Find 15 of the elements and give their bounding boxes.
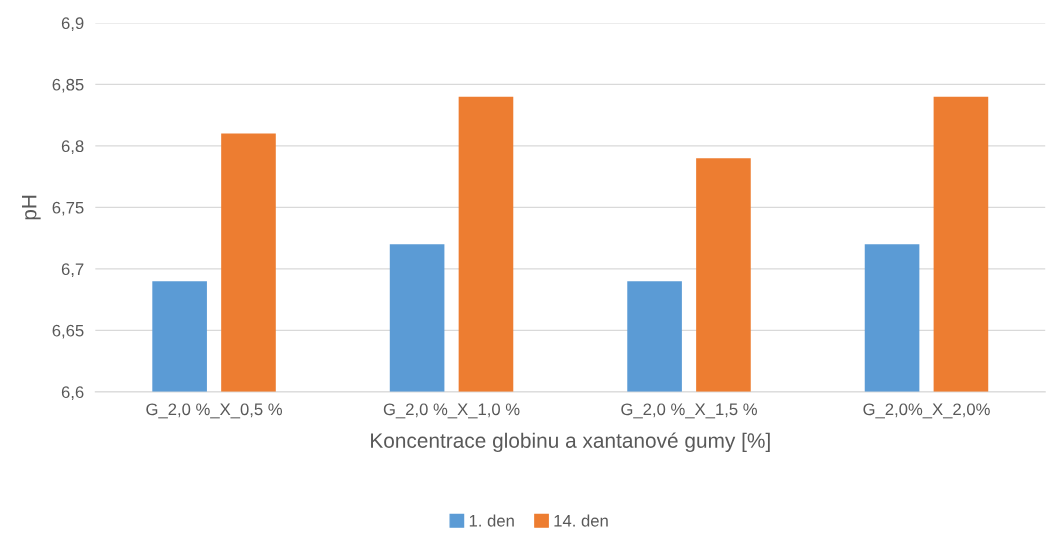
legend-label: 14. den — [554, 514, 608, 527]
y-tick-label: 6,6 — [61, 386, 84, 401]
y-tick-label: 6,85 — [52, 78, 84, 93]
legend-label: 1. den — [469, 514, 514, 527]
x-tick-label: G_2,0 %_X_0,5 % — [146, 403, 283, 419]
x-axis-title: Koncentrace globinu a xantanové gumy [%] — [371, 432, 770, 453]
y-tick-label: 6,7 — [61, 263, 84, 278]
y-tick-label: 6,65 — [52, 324, 84, 339]
x-tick-label: G_2,0%_X_2,0% — [863, 403, 990, 419]
y-axis-title: pH — [22, 195, 41, 220]
y-tick-label: 6,75 — [52, 201, 84, 216]
y-tick-label: 6,9 — [61, 17, 84, 32]
x-tick-label: G_2,0 %_X_1,5 % — [621, 403, 757, 419]
x-tick-label: G_2,0 %_X_1,0 % — [383, 403, 520, 419]
y-tick-label: 6,8 — [61, 140, 84, 155]
